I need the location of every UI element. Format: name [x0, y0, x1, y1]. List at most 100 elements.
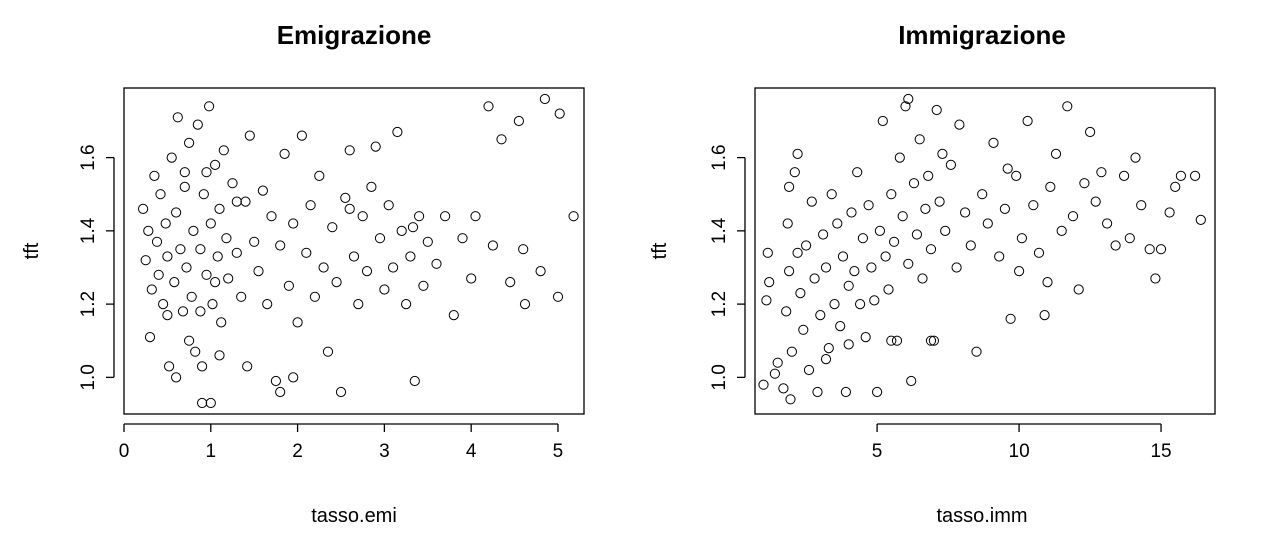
- data-point: [221, 233, 232, 244]
- data-point: [1144, 244, 1155, 255]
- data-point: [1195, 214, 1206, 225]
- y-axis-label: tft: [21, 242, 43, 259]
- data-point: [144, 332, 156, 343]
- data-point: [301, 247, 312, 258]
- data-point: [803, 364, 815, 376]
- data-point: [379, 284, 390, 295]
- data-point: [292, 317, 303, 328]
- data-point: [837, 251, 849, 262]
- data-point: [344, 203, 355, 214]
- data-point: [275, 240, 286, 251]
- data-point: [954, 119, 965, 130]
- data-point: [792, 247, 803, 258]
- emigrazione-panel: Emigrazione 0 1 2 3 4 5 1.0 1.2 1.4 1.6 tasso.em…: [21, 20, 585, 527]
- plot-frame: [123, 87, 585, 415]
- data-point: [960, 207, 971, 218]
- y-tick-label: 1.6: [709, 144, 730, 170]
- data-point: [911, 229, 923, 240]
- x-tick-label: 15: [1150, 441, 1171, 462]
- data-point: [894, 152, 905, 163]
- data-point: [945, 159, 957, 170]
- data-point: [826, 189, 837, 200]
- data-point: [279, 148, 290, 159]
- data-point: [418, 280, 429, 291]
- data-point: [505, 277, 516, 288]
- data-point: [823, 343, 834, 354]
- data-point: [940, 225, 951, 236]
- data-point: [925, 335, 937, 346]
- data-point: [162, 251, 173, 262]
- data-point: [815, 310, 826, 321]
- data-point: [855, 299, 866, 310]
- x-tick-label: 10: [1009, 441, 1030, 462]
- data-point: [257, 185, 268, 196]
- data-point: [448, 310, 459, 321]
- data-point: [361, 266, 373, 277]
- data-point: [210, 277, 221, 288]
- data-point: [1062, 101, 1073, 112]
- data-point: [470, 211, 481, 222]
- data-point: [1110, 240, 1121, 251]
- plot-frame: [754, 87, 1216, 415]
- data-point: [900, 101, 911, 112]
- data-point: [552, 291, 564, 302]
- x-tick-label: 4: [466, 441, 477, 462]
- data-point: [891, 335, 903, 346]
- data-point: [190, 346, 201, 357]
- data-point: [849, 266, 860, 277]
- data-point: [201, 269, 212, 280]
- data-point: [392, 126, 403, 138]
- data-point: [835, 321, 846, 332]
- data-point: [431, 258, 442, 269]
- data-point: [179, 181, 190, 192]
- data-point: [344, 145, 355, 156]
- data-point: [818, 229, 829, 240]
- data-point: [223, 273, 234, 284]
- data-point: [971, 346, 982, 357]
- data-point: [951, 262, 962, 273]
- data-point: [897, 211, 908, 222]
- y-tick-label: 1.2: [709, 291, 730, 317]
- data-point: [184, 137, 195, 148]
- data-point: [197, 397, 208, 409]
- data-point: [1056, 225, 1067, 236]
- data-point: [374, 233, 386, 244]
- data-point: [781, 306, 792, 317]
- data-point: [829, 299, 840, 310]
- data-point: [886, 189, 897, 200]
- data-point: [179, 167, 190, 178]
- data-point: [1022, 115, 1033, 127]
- data-point: [1090, 196, 1101, 207]
- data-point: [917, 273, 928, 284]
- data-point: [928, 335, 940, 346]
- data-point: [205, 218, 216, 229]
- data-point: [192, 119, 203, 130]
- data-point: [353, 299, 364, 310]
- data-point: [1002, 163, 1013, 174]
- data-point: [210, 159, 221, 170]
- data-point: [869, 295, 880, 306]
- data-point: [405, 251, 416, 262]
- data-point: [1085, 126, 1096, 138]
- data-point: [977, 189, 988, 200]
- data-point: [366, 181, 377, 192]
- data-point: [994, 251, 1005, 262]
- data-point: [535, 266, 546, 277]
- data-point: [198, 189, 209, 200]
- x-tick-label: 1: [206, 441, 217, 462]
- data-point: [457, 233, 468, 244]
- data-point: [999, 203, 1011, 214]
- data-point: [846, 207, 857, 218]
- data-point: [149, 170, 160, 181]
- data-point: [335, 386, 347, 398]
- data-point: [1119, 170, 1130, 181]
- x-tick-label: 0: [119, 441, 130, 462]
- chart-title: Emigrazione: [277, 20, 432, 50]
- data-point: [138, 203, 149, 214]
- data-point: [466, 273, 477, 284]
- data-point: [880, 251, 891, 262]
- data-point: [761, 295, 772, 306]
- data-point: [175, 244, 186, 255]
- data-point: [554, 108, 565, 119]
- data-point: [1050, 148, 1062, 159]
